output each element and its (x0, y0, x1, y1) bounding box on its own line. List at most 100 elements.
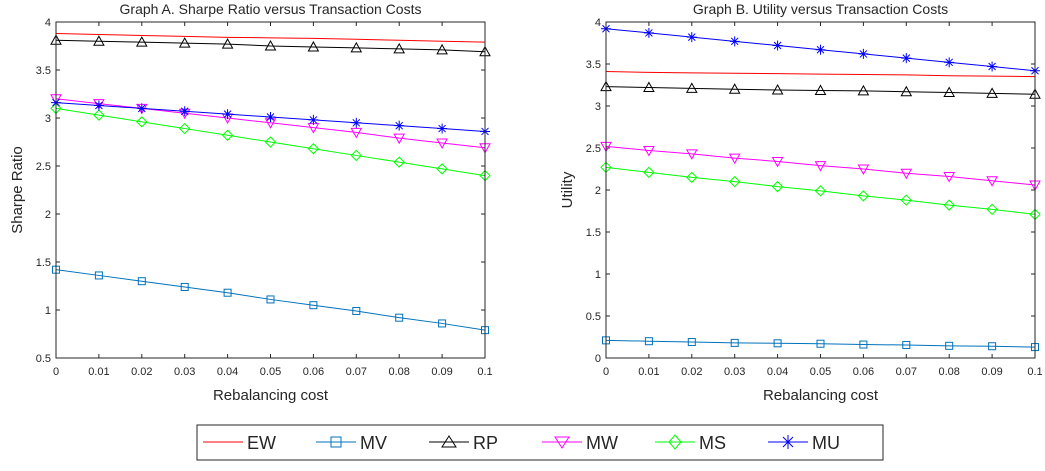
legend-label: EW (247, 433, 276, 453)
series-line (605, 145, 1036, 186)
marker (93, 35, 105, 46)
marker (264, 39, 277, 51)
legend-label: MW (586, 433, 618, 453)
marker (93, 100, 104, 111)
marker (436, 163, 448, 175)
plot-area (56, 22, 485, 358)
y-tick-label: 2.5 (586, 143, 601, 155)
y-tick-label: 3 (595, 101, 601, 113)
marker (136, 103, 147, 114)
legend-symbol (554, 436, 570, 449)
legend-marker (781, 435, 795, 449)
marker (687, 338, 696, 347)
x-axis-label: Rebalancing cost (213, 387, 329, 404)
legend-label: RP (473, 433, 498, 453)
marker (901, 53, 912, 64)
marker (771, 180, 784, 193)
y-tick-label: 4 (595, 17, 601, 29)
marker (93, 99, 105, 110)
legend-symbol (668, 434, 682, 450)
legend: EW MV RP MW MS MU (196, 424, 884, 461)
marker (987, 61, 998, 72)
legend-marker (441, 435, 457, 448)
marker (685, 149, 698, 160)
x-tick-label: 0.03 (724, 366, 745, 378)
x-tick-label: 0.02 (131, 366, 152, 378)
x-tick-label: 0.06 (853, 366, 874, 378)
marker (136, 116, 148, 128)
marker (943, 199, 955, 211)
y-axis-label: Sharpe Ratio (9, 146, 26, 234)
marker (773, 339, 782, 348)
series-line (55, 39, 486, 53)
y-tick-label: 3.5 (586, 59, 601, 71)
marker (814, 185, 827, 197)
marker (857, 190, 870, 202)
x-tick-label: 0.07 (896, 366, 917, 378)
marker (644, 337, 653, 346)
x-tick-label: 0.03 (174, 366, 195, 378)
axes-box (605, 21, 1036, 359)
x-tick-label: 0.07 (346, 366, 367, 378)
marker (221, 129, 234, 141)
legend-label: MS (699, 433, 726, 453)
marker (643, 166, 655, 179)
legend-label: MV (360, 433, 387, 453)
marker (643, 146, 655, 157)
marker (943, 172, 956, 183)
marker (351, 117, 362, 128)
y-tick-label: 0.5 (586, 311, 601, 323)
marker (94, 271, 103, 280)
series-line (55, 98, 486, 149)
x-tick-label: 0.1 (477, 366, 492, 378)
x-axis-label: Rebalancing cost (763, 387, 879, 404)
marker (307, 143, 320, 155)
legend-symbol (330, 436, 342, 448)
y-tick-label: 0.5 (36, 353, 51, 365)
marker (986, 203, 998, 216)
marker (180, 282, 189, 291)
marker (685, 82, 698, 93)
marker (771, 156, 784, 168)
x-tick-label: 0.06 (303, 366, 324, 378)
marker (137, 277, 146, 286)
marker (266, 295, 275, 304)
marker (178, 37, 191, 48)
y-tick-label: 0 (595, 353, 601, 365)
marker (858, 48, 869, 59)
x-tick-label: 0.05 (810, 366, 831, 378)
marker (264, 136, 277, 148)
marker (393, 42, 406, 54)
x-tick-label: 0.09 (981, 366, 1002, 378)
marker (900, 85, 913, 97)
x-tick-label: 0.04 (767, 366, 788, 378)
chart-title: Graph B. Utility versus Transaction Cost… (693, 1, 948, 17)
marker (309, 301, 318, 310)
series-line (55, 33, 486, 43)
x-tick-label: 0 (53, 366, 59, 378)
marker (438, 319, 447, 328)
y-tick-label: 2.5 (36, 161, 51, 173)
marker (307, 40, 320, 52)
axes-box (55, 21, 486, 359)
x-tick-label: 0.04 (217, 366, 238, 378)
y-tick-label: 1 (45, 305, 51, 317)
x-tick-label: 0.01 (88, 366, 109, 378)
legend-symbol (781, 435, 795, 449)
marker (728, 83, 741, 94)
x-tick-label: 0.08 (388, 366, 409, 378)
marker (686, 171, 698, 184)
marker (178, 122, 191, 135)
marker (772, 40, 783, 51)
marker (857, 84, 870, 96)
series-line (605, 339, 1036, 348)
marker (815, 44, 826, 55)
marker (900, 194, 913, 206)
series-line (55, 107, 486, 177)
y-tick-label: 3 (45, 113, 51, 125)
marker (816, 339, 825, 348)
marker (900, 168, 913, 180)
marker (436, 138, 448, 149)
y-tick-label: 3.5 (36, 65, 51, 77)
